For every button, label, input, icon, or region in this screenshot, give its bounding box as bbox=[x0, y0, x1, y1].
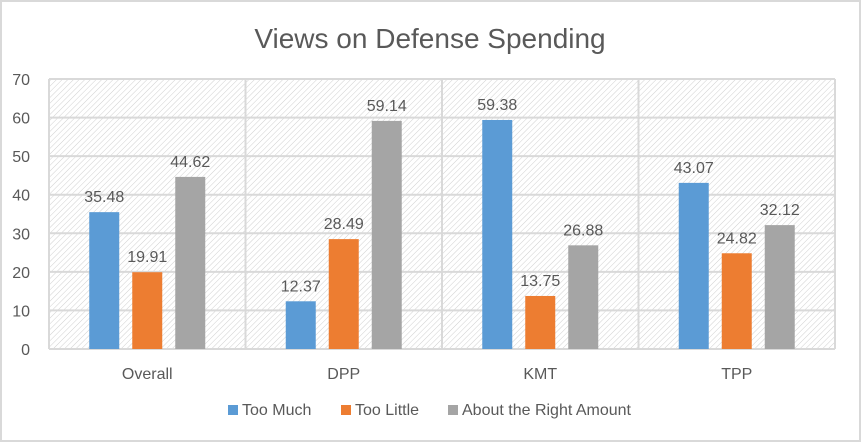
x-axis-tick-labels: Overall DPP KMT TPP bbox=[122, 366, 752, 383]
legend-label: Too Much bbox=[242, 402, 311, 419]
bar-too-little-tpp bbox=[721, 253, 752, 349]
legend-label: About the Right Amount bbox=[462, 402, 632, 419]
bar-too-much-dpp bbox=[285, 301, 316, 349]
bar-too-little-dpp bbox=[328, 239, 359, 349]
legend: Too Much Too Little About the Right Amount bbox=[228, 402, 632, 419]
x-tick-label: DPP bbox=[327, 366, 360, 383]
bar-about-the-right-amount-kmt bbox=[568, 245, 599, 349]
bar-too-much-overall bbox=[89, 212, 120, 349]
bar-too-little-overall bbox=[132, 272, 163, 349]
data-label: 24.82 bbox=[717, 230, 757, 247]
legend-swatch bbox=[341, 405, 351, 415]
y-tick-label: 40 bbox=[12, 188, 30, 205]
legend-swatch bbox=[448, 405, 458, 415]
chart-title: Views on Defense Spending bbox=[254, 23, 605, 54]
data-label: 59.14 bbox=[367, 98, 407, 115]
data-label: 28.49 bbox=[324, 216, 364, 233]
legend-label: Too Little bbox=[355, 402, 419, 419]
data-label: 44.62 bbox=[170, 154, 210, 171]
y-tick-label: 0 bbox=[21, 342, 30, 359]
legend-swatch bbox=[228, 405, 238, 415]
data-label: 32.12 bbox=[760, 202, 800, 219]
y-axis-tick-labels: 0 10 20 30 40 50 60 70 bbox=[12, 72, 30, 359]
y-tick-label: 60 bbox=[12, 111, 30, 128]
bar-too-much-kmt bbox=[482, 119, 513, 349]
data-labels: 35.48 19.91 44.62 12.37 28.49 59.14 59.38 13.75… bbox=[84, 97, 800, 295]
data-label: 35.48 bbox=[84, 189, 124, 206]
data-label: 13.75 bbox=[520, 273, 560, 290]
bar-about-the-right-amount-tpp bbox=[764, 225, 795, 349]
bars bbox=[89, 119, 795, 349]
bar-about-the-right-amount-overall bbox=[175, 176, 206, 349]
data-label: 59.38 bbox=[477, 97, 517, 114]
bar-too-little-kmt bbox=[525, 295, 556, 349]
data-label: 19.91 bbox=[127, 249, 167, 266]
data-label: 12.37 bbox=[281, 278, 321, 295]
x-tick-label: TPP bbox=[721, 366, 752, 383]
y-tick-label: 70 bbox=[12, 72, 30, 89]
y-tick-label: 20 bbox=[12, 265, 30, 282]
bar-too-much-tpp bbox=[678, 182, 709, 349]
bar-about-the-right-amount-dpp bbox=[371, 120, 402, 349]
y-tick-label: 50 bbox=[12, 149, 30, 166]
x-tick-label: KMT bbox=[523, 366, 557, 383]
y-tick-label: 30 bbox=[12, 226, 30, 243]
x-tick-label: Overall bbox=[122, 366, 173, 383]
y-tick-label: 10 bbox=[12, 303, 30, 320]
data-label: 43.07 bbox=[674, 160, 714, 177]
data-label: 26.88 bbox=[563, 222, 603, 239]
